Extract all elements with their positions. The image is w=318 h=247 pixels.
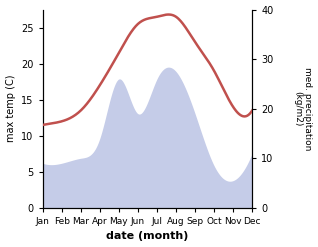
X-axis label: date (month): date (month) bbox=[106, 231, 189, 242]
Y-axis label: max temp (C): max temp (C) bbox=[5, 75, 16, 143]
Y-axis label: med. precipitation
(kg/m2): med. precipitation (kg/m2) bbox=[293, 67, 313, 150]
